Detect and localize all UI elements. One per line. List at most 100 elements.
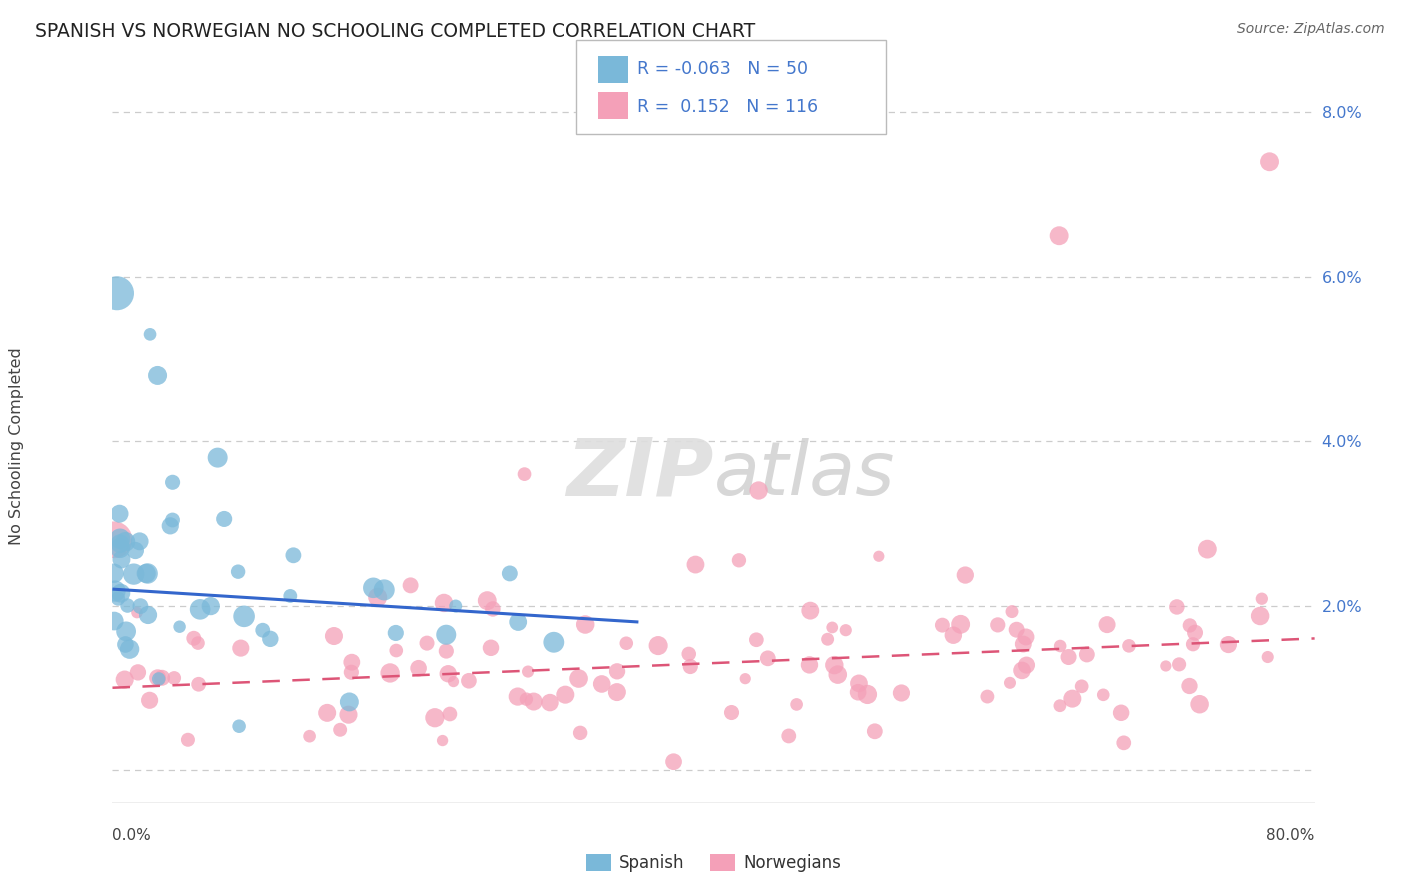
Point xyxy=(1257,650,1279,665)
Point xyxy=(107,591,129,606)
Point xyxy=(748,483,770,498)
Point xyxy=(976,690,998,704)
Point xyxy=(647,639,669,653)
Point xyxy=(1015,630,1038,644)
Point xyxy=(127,665,149,680)
Point xyxy=(114,673,136,687)
Text: ZIP: ZIP xyxy=(567,434,713,513)
Point xyxy=(1178,618,1201,632)
Point xyxy=(508,615,530,629)
Point xyxy=(678,647,700,661)
Point xyxy=(1095,617,1118,632)
Point xyxy=(606,665,628,679)
Point xyxy=(229,641,252,656)
Point xyxy=(1182,637,1205,651)
Point xyxy=(298,729,321,743)
Point xyxy=(437,666,460,681)
Point xyxy=(432,733,454,747)
Text: atlas: atlas xyxy=(713,438,896,509)
Point xyxy=(367,591,389,605)
Point xyxy=(778,729,800,743)
Point xyxy=(373,582,395,597)
Point xyxy=(150,671,173,685)
Point xyxy=(188,602,211,616)
Text: R = -0.063   N = 50: R = -0.063 N = 50 xyxy=(637,60,808,78)
Point xyxy=(745,632,768,647)
Point xyxy=(538,696,561,710)
Point xyxy=(1118,639,1140,653)
Point xyxy=(1218,638,1240,652)
Point xyxy=(1015,658,1038,673)
Point xyxy=(685,558,707,572)
Point xyxy=(340,665,363,680)
Point xyxy=(129,599,152,614)
Point xyxy=(827,667,849,681)
Point xyxy=(125,606,148,620)
Point xyxy=(863,724,886,739)
Point xyxy=(105,286,128,301)
Point xyxy=(679,659,702,673)
Point xyxy=(378,665,401,680)
Point xyxy=(591,677,613,691)
Point xyxy=(1005,623,1028,637)
Point xyxy=(868,549,890,564)
Point xyxy=(1001,605,1024,619)
Point xyxy=(1076,648,1098,662)
Point xyxy=(169,620,191,634)
Point xyxy=(162,513,184,527)
Point xyxy=(517,665,540,679)
Point xyxy=(1092,688,1115,702)
Point xyxy=(135,566,157,581)
Point xyxy=(949,617,972,632)
Point xyxy=(720,706,742,720)
Point xyxy=(942,628,965,642)
Point xyxy=(103,614,125,628)
Point xyxy=(103,533,125,547)
Point xyxy=(136,566,159,581)
Point xyxy=(1112,736,1135,750)
Point xyxy=(433,596,456,610)
Text: R =  0.152   N = 116: R = 0.152 N = 116 xyxy=(637,97,818,116)
Point xyxy=(1184,625,1206,640)
Point xyxy=(662,755,685,769)
Point xyxy=(567,672,589,686)
Point xyxy=(108,532,131,546)
Point xyxy=(606,685,628,699)
Text: No Schooling Completed: No Schooling Completed xyxy=(10,347,24,545)
Point xyxy=(799,604,821,618)
Point xyxy=(363,581,385,595)
Point xyxy=(479,640,502,655)
Point xyxy=(316,706,339,720)
Point xyxy=(399,578,422,592)
Point xyxy=(337,707,360,722)
Text: Source: ZipAtlas.com: Source: ZipAtlas.com xyxy=(1237,22,1385,37)
Point xyxy=(1154,659,1177,673)
Point xyxy=(543,635,565,649)
Point xyxy=(278,589,301,603)
Point xyxy=(513,467,536,482)
Point xyxy=(385,643,408,657)
Legend: Spanish, Norwegians: Spanish, Norwegians xyxy=(579,847,848,879)
Point xyxy=(136,607,159,622)
Point xyxy=(443,674,465,689)
Point xyxy=(1166,599,1188,614)
Point xyxy=(252,624,274,638)
Point xyxy=(1249,609,1271,624)
Point xyxy=(323,629,346,643)
Point xyxy=(817,632,839,647)
Point xyxy=(183,632,205,646)
Point xyxy=(233,609,256,624)
Point xyxy=(200,599,222,613)
Point xyxy=(515,692,537,706)
Point xyxy=(482,602,505,616)
Point xyxy=(115,624,138,639)
Point xyxy=(856,687,879,701)
Point xyxy=(117,599,139,613)
Point xyxy=(614,636,637,650)
Point xyxy=(148,672,170,686)
Point xyxy=(434,644,457,658)
Point xyxy=(1057,650,1080,665)
Point xyxy=(187,636,209,650)
Point xyxy=(177,732,200,747)
Point xyxy=(506,690,529,704)
